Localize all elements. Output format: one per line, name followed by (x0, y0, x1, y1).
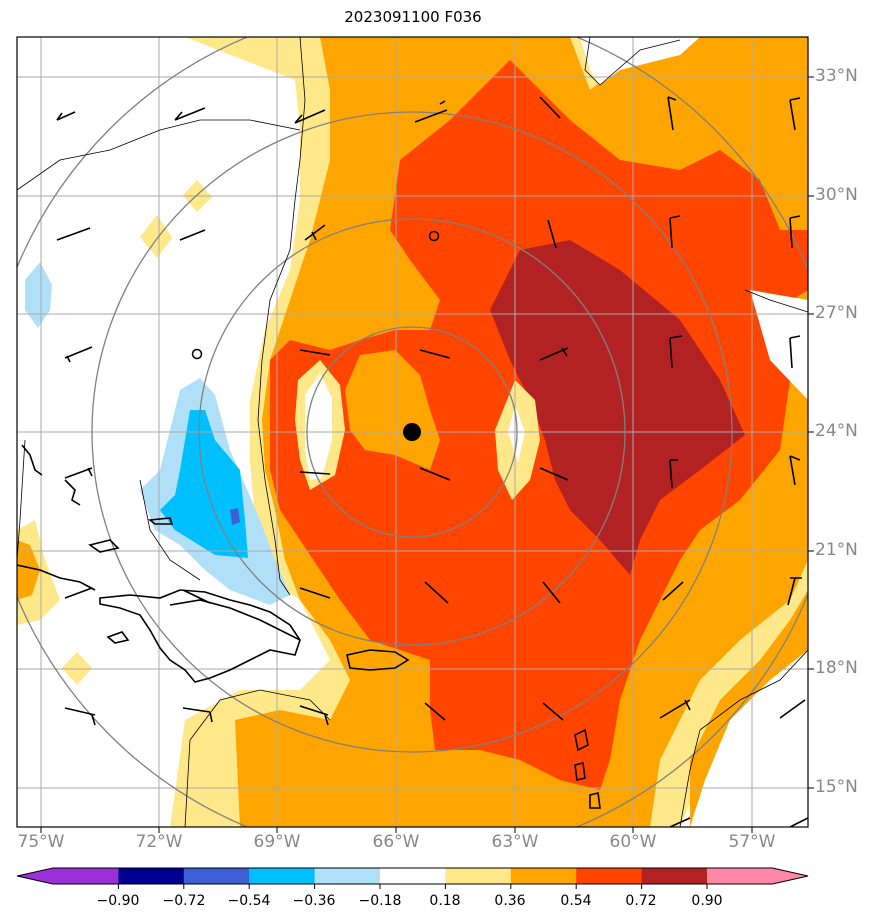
colorbar-tick-label: 0.54 (560, 893, 592, 909)
lat-label: 24°N (815, 421, 858, 441)
colorbar-tick-label: −0.18 (358, 893, 402, 909)
lat-label: 33°N (815, 66, 858, 86)
colorbar-tick-label: 0.18 (429, 893, 461, 909)
colorbar-segment (641, 868, 708, 884)
colorbar-tick-label: 0.36 (494, 893, 526, 909)
colorbar-extend-min (17, 868, 53, 884)
storm-center-marker (403, 423, 421, 441)
lon-label: 63°W (491, 832, 539, 852)
colorbar-tick-label: −0.90 (96, 893, 140, 909)
colorbar-segment (445, 868, 512, 884)
colorbar (16, 867, 809, 889)
colorbar-segment (510, 868, 577, 884)
lat-label: 15°N (815, 777, 858, 797)
lon-label: 60°W (609, 832, 657, 852)
lon-label: 72°W (135, 832, 183, 852)
lat-label: 18°N (815, 658, 858, 678)
colorbar-segment (53, 868, 119, 884)
colorbar-segment (576, 868, 643, 884)
lon-label: 57°W (728, 832, 776, 852)
colorbar-segment (118, 868, 185, 884)
wind-barbs (56, 96, 808, 827)
lat-label: 27°N (815, 303, 858, 323)
range-rings (17, 37, 808, 827)
colorbar-tick-label: −0.36 (292, 893, 336, 909)
lon-label: 75°W (17, 832, 65, 852)
map-title: 2023091100 F036 (344, 8, 482, 26)
contour--0.36 (160, 410, 248, 558)
lat-label: 30°N (815, 185, 858, 205)
colorbar-tick-label: 0.72 (625, 893, 657, 909)
colorbar-segment (314, 868, 381, 884)
contour-0.72 (490, 240, 745, 575)
colorbar-tick-label: 0.90 (691, 893, 723, 909)
colorbar-tick-label: −0.54 (227, 893, 271, 909)
colorbar-segment (707, 868, 773, 884)
lon-label: 66°W (372, 832, 420, 852)
lon-label: 69°W (253, 832, 301, 852)
colorbar-segment (249, 868, 316, 884)
colorbar-tick-label: −0.72 (162, 893, 206, 909)
colorbar-segment (380, 868, 446, 884)
colorbar-extend-max (772, 868, 808, 884)
colorbar-outline (16, 867, 809, 885)
lat-label: 21°N (815, 540, 858, 560)
contour-0.54 (270, 60, 808, 790)
axis-ticks (40, 76, 814, 833)
coastlines (17, 444, 601, 809)
colorbar-segment (183, 868, 250, 884)
